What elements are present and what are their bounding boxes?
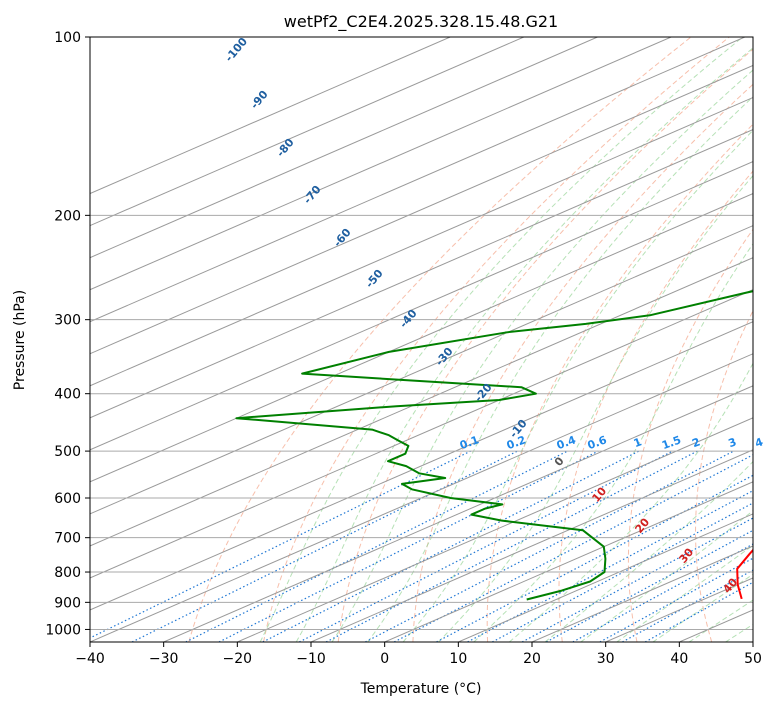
- isotherm: [90, 161, 753, 451]
- isotherm: [90, 37, 451, 195]
- y-axis-label: Pressure (hPa): [12, 290, 28, 390]
- isotherm: [90, 37, 525, 227]
- plot-frame: [89, 36, 754, 643]
- moist-adiabat: [402, 129, 753, 642]
- mixing-ratio-label: 2: [690, 435, 702, 450]
- mixing-ratio-line: [325, 450, 698, 642]
- mixing-ratio-line: [546, 529, 753, 642]
- isotherm: [90, 353, 753, 642]
- isotherm: [90, 257, 753, 547]
- x-tick-label: −20: [223, 651, 253, 667]
- series-lines: [235, 290, 753, 601]
- moist-adiabat: [652, 573, 753, 642]
- y-tick-label: 100: [54, 30, 81, 46]
- isotherm: [90, 64, 753, 355]
- isotherm: [90, 37, 598, 259]
- mixing-ratio-label: 0.2: [505, 433, 528, 452]
- x-tick-label: 40: [670, 651, 688, 667]
- y-tick-label: 200: [54, 208, 81, 224]
- moist-adiabat: [508, 362, 753, 642]
- y-tick-label: 400: [54, 387, 81, 403]
- mixing-ratio-line: [393, 454, 753, 642]
- isotherm: [237, 417, 753, 642]
- moist-adiabat: [544, 460, 753, 642]
- dewpoint-line: [235, 290, 753, 601]
- isotherm: [90, 96, 753, 387]
- x-tick-label: 30: [597, 651, 615, 667]
- y-tick-label: 600: [54, 491, 81, 507]
- dry-adiabat: [412, 83, 753, 642]
- mixing-ratio-label: 0.1: [458, 433, 481, 452]
- mixing-ratio-label: 0.4: [555, 433, 578, 452]
- plot-area: [90, 37, 753, 642]
- mixing-ratio-line: [436, 474, 753, 642]
- mixing-ratio-line: [298, 450, 673, 642]
- moist-adiabat: [616, 544, 753, 642]
- moist-adiabat: [367, 96, 753, 642]
- moist-adiabat: [438, 174, 753, 642]
- moist-adiabat: [473, 243, 753, 642]
- chart-title: wetPf2_C2E4.2025.328.15.48.G21: [284, 12, 558, 32]
- dry-adiabat: [627, 228, 753, 642]
- isotherm: [90, 289, 753, 579]
- isotherm: [163, 385, 753, 642]
- x-tick-label: 10: [449, 651, 467, 667]
- dry-adiabat: [263, 37, 730, 642]
- dry-adiabat: [337, 48, 753, 642]
- y-tick-label: 700: [54, 531, 81, 547]
- moist-adiabat: [331, 69, 753, 642]
- isotherm: [90, 128, 753, 419]
- x-tick-label: 0: [380, 651, 389, 667]
- y-tick-label: 900: [54, 595, 81, 611]
- isotherm: [90, 37, 746, 323]
- isotherm: [90, 37, 672, 291]
- mixing-ratio-line: [185, 450, 568, 642]
- x-axis: −40 −30 −20 −10 0 10 20 30 40 50: [75, 642, 762, 667]
- x-tick-label: 20: [523, 651, 541, 667]
- y-tick-label: 500: [54, 444, 81, 460]
- mixing-ratio-label: 1.5: [660, 433, 683, 452]
- isotherm: [458, 513, 753, 642]
- mixing-ratio-label: 0.6: [586, 433, 609, 452]
- mixing-ratio-line: [218, 450, 599, 642]
- x-axis-label: Temperature (°C): [360, 681, 482, 697]
- isotherm: [90, 321, 753, 611]
- mixing-ratio-label: 1: [632, 435, 644, 450]
- y-tick-label: 1000: [45, 622, 81, 638]
- mixing-ratio-label: 4: [753, 435, 765, 450]
- mixing-ratio-label: 3: [727, 435, 739, 450]
- x-tick-label: −40: [75, 651, 105, 667]
- isotherm: [310, 449, 753, 642]
- x-tick-label: −10: [296, 651, 326, 667]
- x-tick-label: 50: [744, 651, 762, 667]
- pressure-gridlines: [90, 37, 753, 642]
- y-axis: 100 200 300 400 500 600 700 800 900 1000: [45, 30, 90, 638]
- moist-adiabat: [259, 37, 744, 642]
- dry-adiabat: [694, 309, 753, 642]
- mixing-ratio-line: [365, 450, 734, 642]
- isotherm: [384, 481, 753, 642]
- y-tick-label: 800: [54, 565, 81, 581]
- isotherm: [90, 193, 753, 483]
- isotherm: [90, 225, 753, 515]
- x-tick-label: −30: [149, 651, 179, 667]
- y-tick-label: 300: [54, 313, 81, 329]
